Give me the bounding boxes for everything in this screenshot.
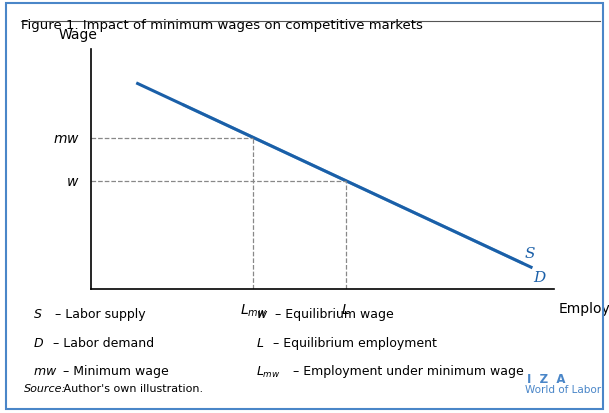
Text: World of Labor: World of Labor	[525, 385, 601, 394]
Text: $L_{mw}$: $L_{mw}$	[256, 364, 280, 379]
Text: – Equilibrium wage: – Equilibrium wage	[271, 308, 394, 320]
Text: $L$: $L$	[256, 336, 264, 349]
Text: – Minimum wage: – Minimum wage	[59, 364, 169, 377]
Text: $S$: $S$	[33, 308, 43, 320]
Text: Wage: Wage	[59, 28, 98, 43]
Text: Figure 1. Impact of minimum wages on competitive markets: Figure 1. Impact of minimum wages on com…	[21, 19, 423, 31]
Text: Author's own illustration.: Author's own illustration.	[60, 383, 203, 393]
Text: Source:: Source:	[24, 383, 66, 393]
Text: $w$: $w$	[256, 308, 268, 320]
Text: – Equilibrium employment: – Equilibrium employment	[269, 336, 437, 349]
Text: I  Z  A: I Z A	[527, 372, 565, 385]
Text: $mw$: $mw$	[53, 131, 80, 145]
Text: – Labor supply: – Labor supply	[51, 308, 145, 320]
Text: $D$: $D$	[33, 336, 44, 349]
Text: $L$: $L$	[342, 302, 350, 316]
Text: – Employment under minimum wage: – Employment under minimum wage	[289, 364, 524, 377]
Text: $w$: $w$	[66, 174, 80, 188]
Text: $L_{mw}$: $L_{mw}$	[240, 302, 267, 319]
Text: D: D	[533, 270, 546, 284]
Text: $mw$: $mw$	[33, 364, 58, 377]
Text: Employment: Employment	[559, 301, 609, 315]
Text: S: S	[524, 247, 535, 261]
Text: – Labor demand: – Labor demand	[49, 336, 154, 349]
